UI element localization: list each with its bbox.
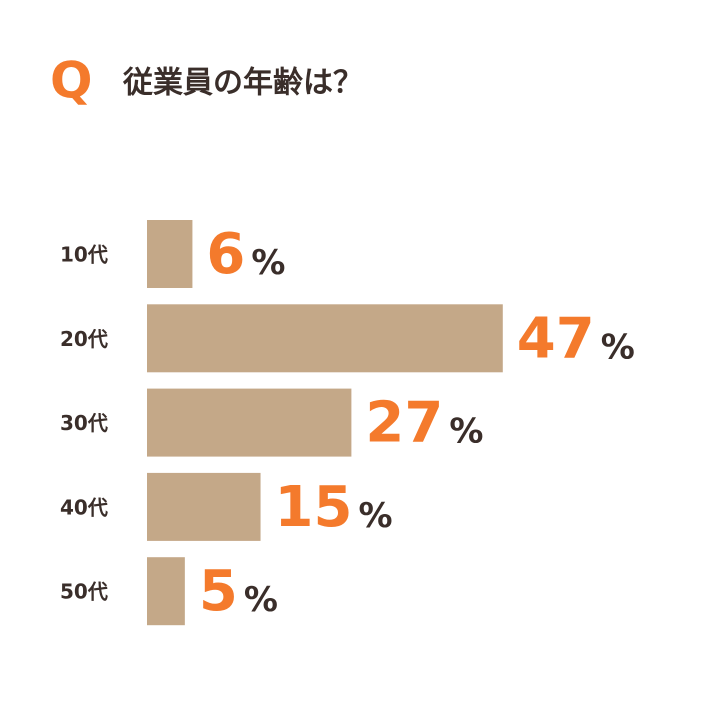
category-label: 40代 — [60, 495, 108, 519]
category-label: 50代 — [60, 580, 108, 604]
bar — [147, 557, 185, 626]
category-label: 10代 — [60, 243, 108, 267]
value-number: 15 — [275, 475, 353, 540]
bar — [147, 304, 503, 373]
bar — [147, 388, 352, 457]
value-unit: % — [358, 495, 392, 535]
value-unit: % — [244, 580, 278, 620]
value-label: 27% — [365, 391, 483, 456]
chart-title: 従業員の年齢は？ — [122, 66, 363, 101]
value-label: 47% — [517, 306, 635, 371]
value-number: 6 — [206, 222, 245, 287]
value-number: 27 — [365, 391, 443, 456]
title-marker: Q — [50, 52, 93, 110]
value-unit: % — [251, 243, 285, 283]
bar — [147, 472, 261, 541]
value-number: 47 — [517, 306, 595, 371]
value-number: 5 — [199, 559, 238, 624]
value-label: 15% — [275, 475, 393, 540]
category-label: 30代 — [60, 411, 108, 435]
value-label: 5% — [199, 559, 278, 624]
category-label: 20代 — [60, 327, 108, 351]
value-unit: % — [601, 327, 635, 367]
value-label: 6% — [206, 222, 285, 287]
value-unit: % — [449, 411, 483, 451]
bar — [147, 220, 193, 288]
